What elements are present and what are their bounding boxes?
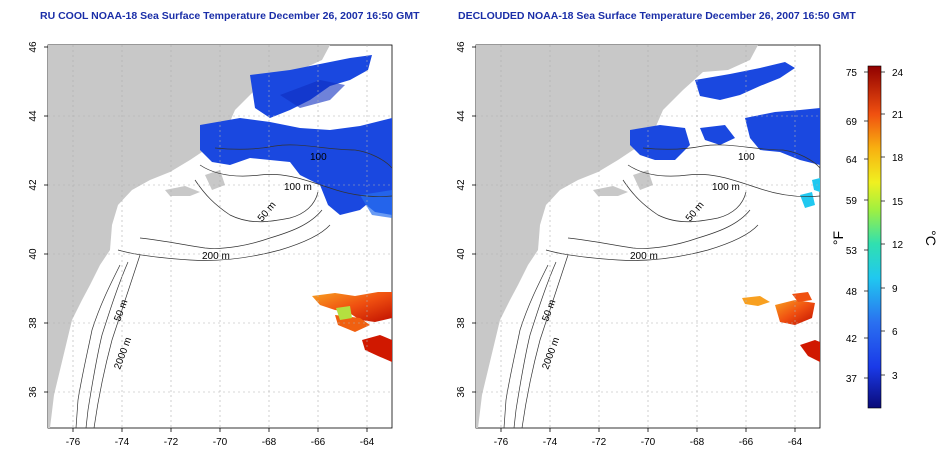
right-contour-label-200: 200 m (630, 251, 658, 262)
right-lat-tick-label: 36 (456, 386, 467, 398)
colorbar-f-tick: 59 (846, 196, 858, 207)
right-map-title: DECLOUDED NOAA-18 Sea Surface Temperatur… (458, 10, 856, 22)
left-warm-water (312, 292, 392, 362)
left-lon-tick-label: -72 (164, 437, 179, 448)
left-contour-label-100-partial: 100 (310, 152, 327, 163)
right-contour-label-100-partial: 100 (738, 152, 755, 163)
colorbar-c-tick: 21 (892, 110, 904, 121)
right-lat-tick-label: 38 (456, 317, 467, 329)
left-lon-tick-label: -76 (66, 437, 81, 448)
left-axis-ticks (44, 46, 368, 432)
colorbar-c-tick: 24 (892, 68, 904, 79)
right-lon-tick-label: -64 (788, 437, 803, 448)
left-lat-tick-label: 44 (28, 110, 39, 122)
left-map-panel: 200 m 100 m 100 50 m 50 m 2000 m -76 -74… (28, 41, 393, 448)
colorbar-f-tick: 69 (846, 117, 858, 128)
colorbar-c-tick: 12 (892, 240, 904, 251)
left-map-title: RU COOL NOAA-18 Sea Surface Temperature … (40, 10, 420, 22)
right-cold-water (630, 62, 820, 165)
left-lat-tick-label: 36 (28, 386, 39, 398)
left-lat-tick-label: 38 (28, 317, 39, 329)
colorbar-gradient (867, 65, 882, 409)
right-warm-water (742, 292, 820, 362)
right-contour-label-100: 100 m (712, 182, 740, 193)
right-lon-tick-label: -68 (690, 437, 705, 448)
right-axis-ticks (472, 46, 796, 432)
left-graticule (48, 45, 392, 428)
colorbar-f-tick: 42 (846, 334, 858, 345)
right-lon-tick-label: -72 (592, 437, 607, 448)
right-lat-tick-label: 46 (456, 41, 467, 53)
colorbar-f-tick: 37 (846, 374, 858, 385)
colorbar: 75 69 64 59 53 48 42 37 24 21 18 15 12 9… (830, 65, 939, 409)
right-lat-tick-label: 40 (456, 248, 467, 260)
left-lat-tick-label: 42 (28, 179, 39, 191)
colorbar-f-tick: 64 (846, 155, 858, 166)
right-lat-tick-label: 42 (456, 179, 467, 191)
right-lon-tick-label: -70 (641, 437, 656, 448)
colorbar-f-tick: 53 (846, 246, 858, 257)
left-isobaths (75, 144, 392, 428)
left-lon-tick-label: -66 (311, 437, 326, 448)
colorbar-c-tick: 6 (892, 327, 898, 338)
right-map-panel: 200 m 100 m 100 50 m 50 m 2000 m -76 -74… (456, 41, 821, 448)
left-lon-tick-label: -74 (115, 437, 130, 448)
colorbar-c-tick: 3 (892, 371, 898, 382)
right-isobaths (503, 144, 820, 428)
right-lon-tick-label: -76 (494, 437, 509, 448)
colorbar-celsius-label: °C (923, 230, 939, 246)
left-contour-label-200: 200 m (202, 251, 230, 262)
right-lon-tick-label: -66 (739, 437, 754, 448)
left-lon-tick-label: -64 (360, 437, 375, 448)
left-contour-label-100: 100 m (284, 182, 312, 193)
left-lat-tick-label: 40 (28, 248, 39, 260)
colorbar-c-tick: 15 (892, 197, 904, 208)
colorbar-f-tick: 75 (846, 68, 858, 79)
left-lat-tick-label: 46 (28, 41, 39, 53)
left-lon-tick-label: -68 (262, 437, 277, 448)
left-lon-tick-label: -70 (213, 437, 228, 448)
right-lat-tick-label: 44 (456, 110, 467, 122)
colorbar-c-tick: 18 (892, 153, 904, 164)
colorbar-f-tick: 48 (846, 287, 858, 298)
right-land (476, 45, 758, 428)
colorbar-fahrenheit-label: °F (830, 231, 846, 245)
colorbar-c-tick: 9 (892, 284, 898, 295)
right-graticule (476, 45, 820, 428)
left-land (48, 45, 330, 428)
right-lon-tick-label: -74 (543, 437, 558, 448)
